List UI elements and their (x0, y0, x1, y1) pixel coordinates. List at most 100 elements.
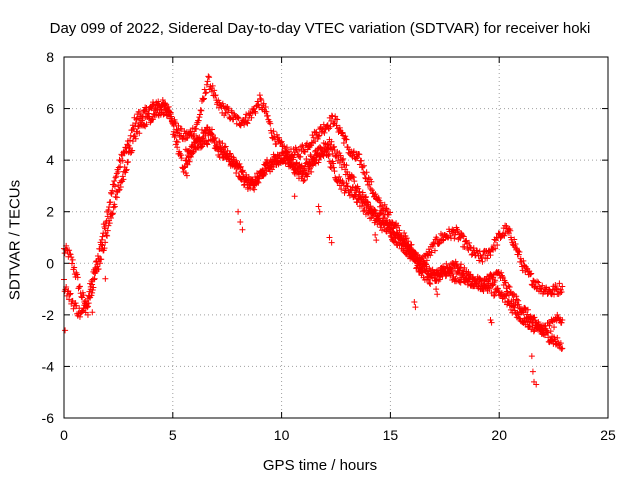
data-point (354, 154, 361, 161)
data-point (417, 256, 424, 263)
data-point (206, 74, 213, 81)
data-point (522, 269, 529, 276)
data-point (210, 137, 217, 144)
data-point (234, 114, 241, 121)
data-point (464, 281, 471, 288)
data-point (287, 157, 294, 164)
data-point (330, 120, 337, 127)
data-point (209, 131, 216, 138)
data-point (541, 323, 548, 330)
data-point (120, 176, 127, 183)
data-point (113, 170, 120, 177)
data-point (304, 173, 311, 180)
x-tick-label: 5 (169, 427, 177, 443)
data-point (254, 170, 261, 177)
data-point (528, 353, 535, 360)
data-point (204, 141, 211, 148)
data-point (443, 265, 450, 272)
data-point (458, 261, 465, 268)
data-point (226, 151, 233, 158)
data-point (197, 107, 204, 114)
data-point (340, 139, 347, 146)
data-point (540, 327, 547, 334)
data-point (559, 283, 566, 290)
data-point (487, 252, 494, 259)
data-point (167, 111, 174, 118)
data-point (353, 189, 360, 196)
data-point (254, 98, 261, 105)
data-point (316, 156, 323, 163)
data-point (281, 157, 288, 164)
data-point (557, 289, 564, 296)
data-point (524, 306, 531, 313)
data-point (454, 269, 461, 276)
data-point (263, 108, 270, 115)
data-point (163, 112, 170, 119)
y-tick-label: 6 (46, 101, 54, 117)
data-point (196, 114, 203, 121)
data-point (76, 283, 83, 290)
data-point (66, 291, 73, 298)
data-point (214, 143, 221, 150)
data-point (501, 232, 508, 239)
data-point (511, 236, 518, 243)
data-point (433, 286, 440, 293)
data-point (520, 257, 527, 264)
data-point (145, 110, 152, 117)
data-point (425, 268, 432, 275)
data-point (541, 332, 548, 339)
data-point (511, 304, 518, 311)
data-point (260, 100, 267, 107)
data-point (438, 271, 445, 278)
data-point (155, 98, 162, 105)
data-point (403, 235, 410, 242)
data-point (248, 176, 255, 183)
data-point (315, 159, 322, 166)
y-tick-label: -2 (42, 307, 55, 323)
data-point (512, 240, 519, 247)
data-point (181, 164, 188, 171)
data-point (411, 298, 418, 305)
data-point (221, 144, 228, 151)
data-point (313, 151, 320, 158)
data-point (395, 222, 402, 229)
data-point (102, 275, 109, 282)
data-point (69, 256, 76, 263)
data-point (96, 260, 103, 267)
data-point (261, 171, 268, 178)
data-point (71, 264, 78, 271)
data-point (324, 141, 331, 148)
data-point (492, 245, 499, 252)
data-point (427, 252, 434, 259)
data-point (350, 148, 357, 155)
data-point (377, 199, 384, 206)
data-point (170, 128, 177, 135)
data-point (248, 114, 255, 121)
data-point (216, 99, 223, 106)
data-point (227, 115, 234, 122)
plot-frame (63, 56, 609, 419)
data-point (117, 184, 124, 191)
data-point (383, 205, 390, 212)
data-point (360, 197, 367, 204)
data-point (315, 203, 322, 210)
data-point (84, 303, 91, 310)
data-point (227, 150, 234, 157)
data-point (315, 133, 322, 140)
data-point (211, 87, 218, 94)
data-point (244, 120, 251, 127)
data-point (243, 111, 250, 118)
data-point (383, 217, 390, 224)
data-point (233, 165, 240, 172)
data-point (115, 168, 122, 175)
y-tick-label: -6 (42, 410, 55, 426)
data-point (124, 158, 131, 165)
data-point (112, 174, 119, 181)
data-point (300, 177, 307, 184)
data-point (105, 207, 112, 214)
data-point (270, 164, 277, 171)
data-point (262, 103, 269, 110)
data-point (364, 198, 371, 205)
data-point (343, 180, 350, 187)
data-point (94, 253, 101, 260)
